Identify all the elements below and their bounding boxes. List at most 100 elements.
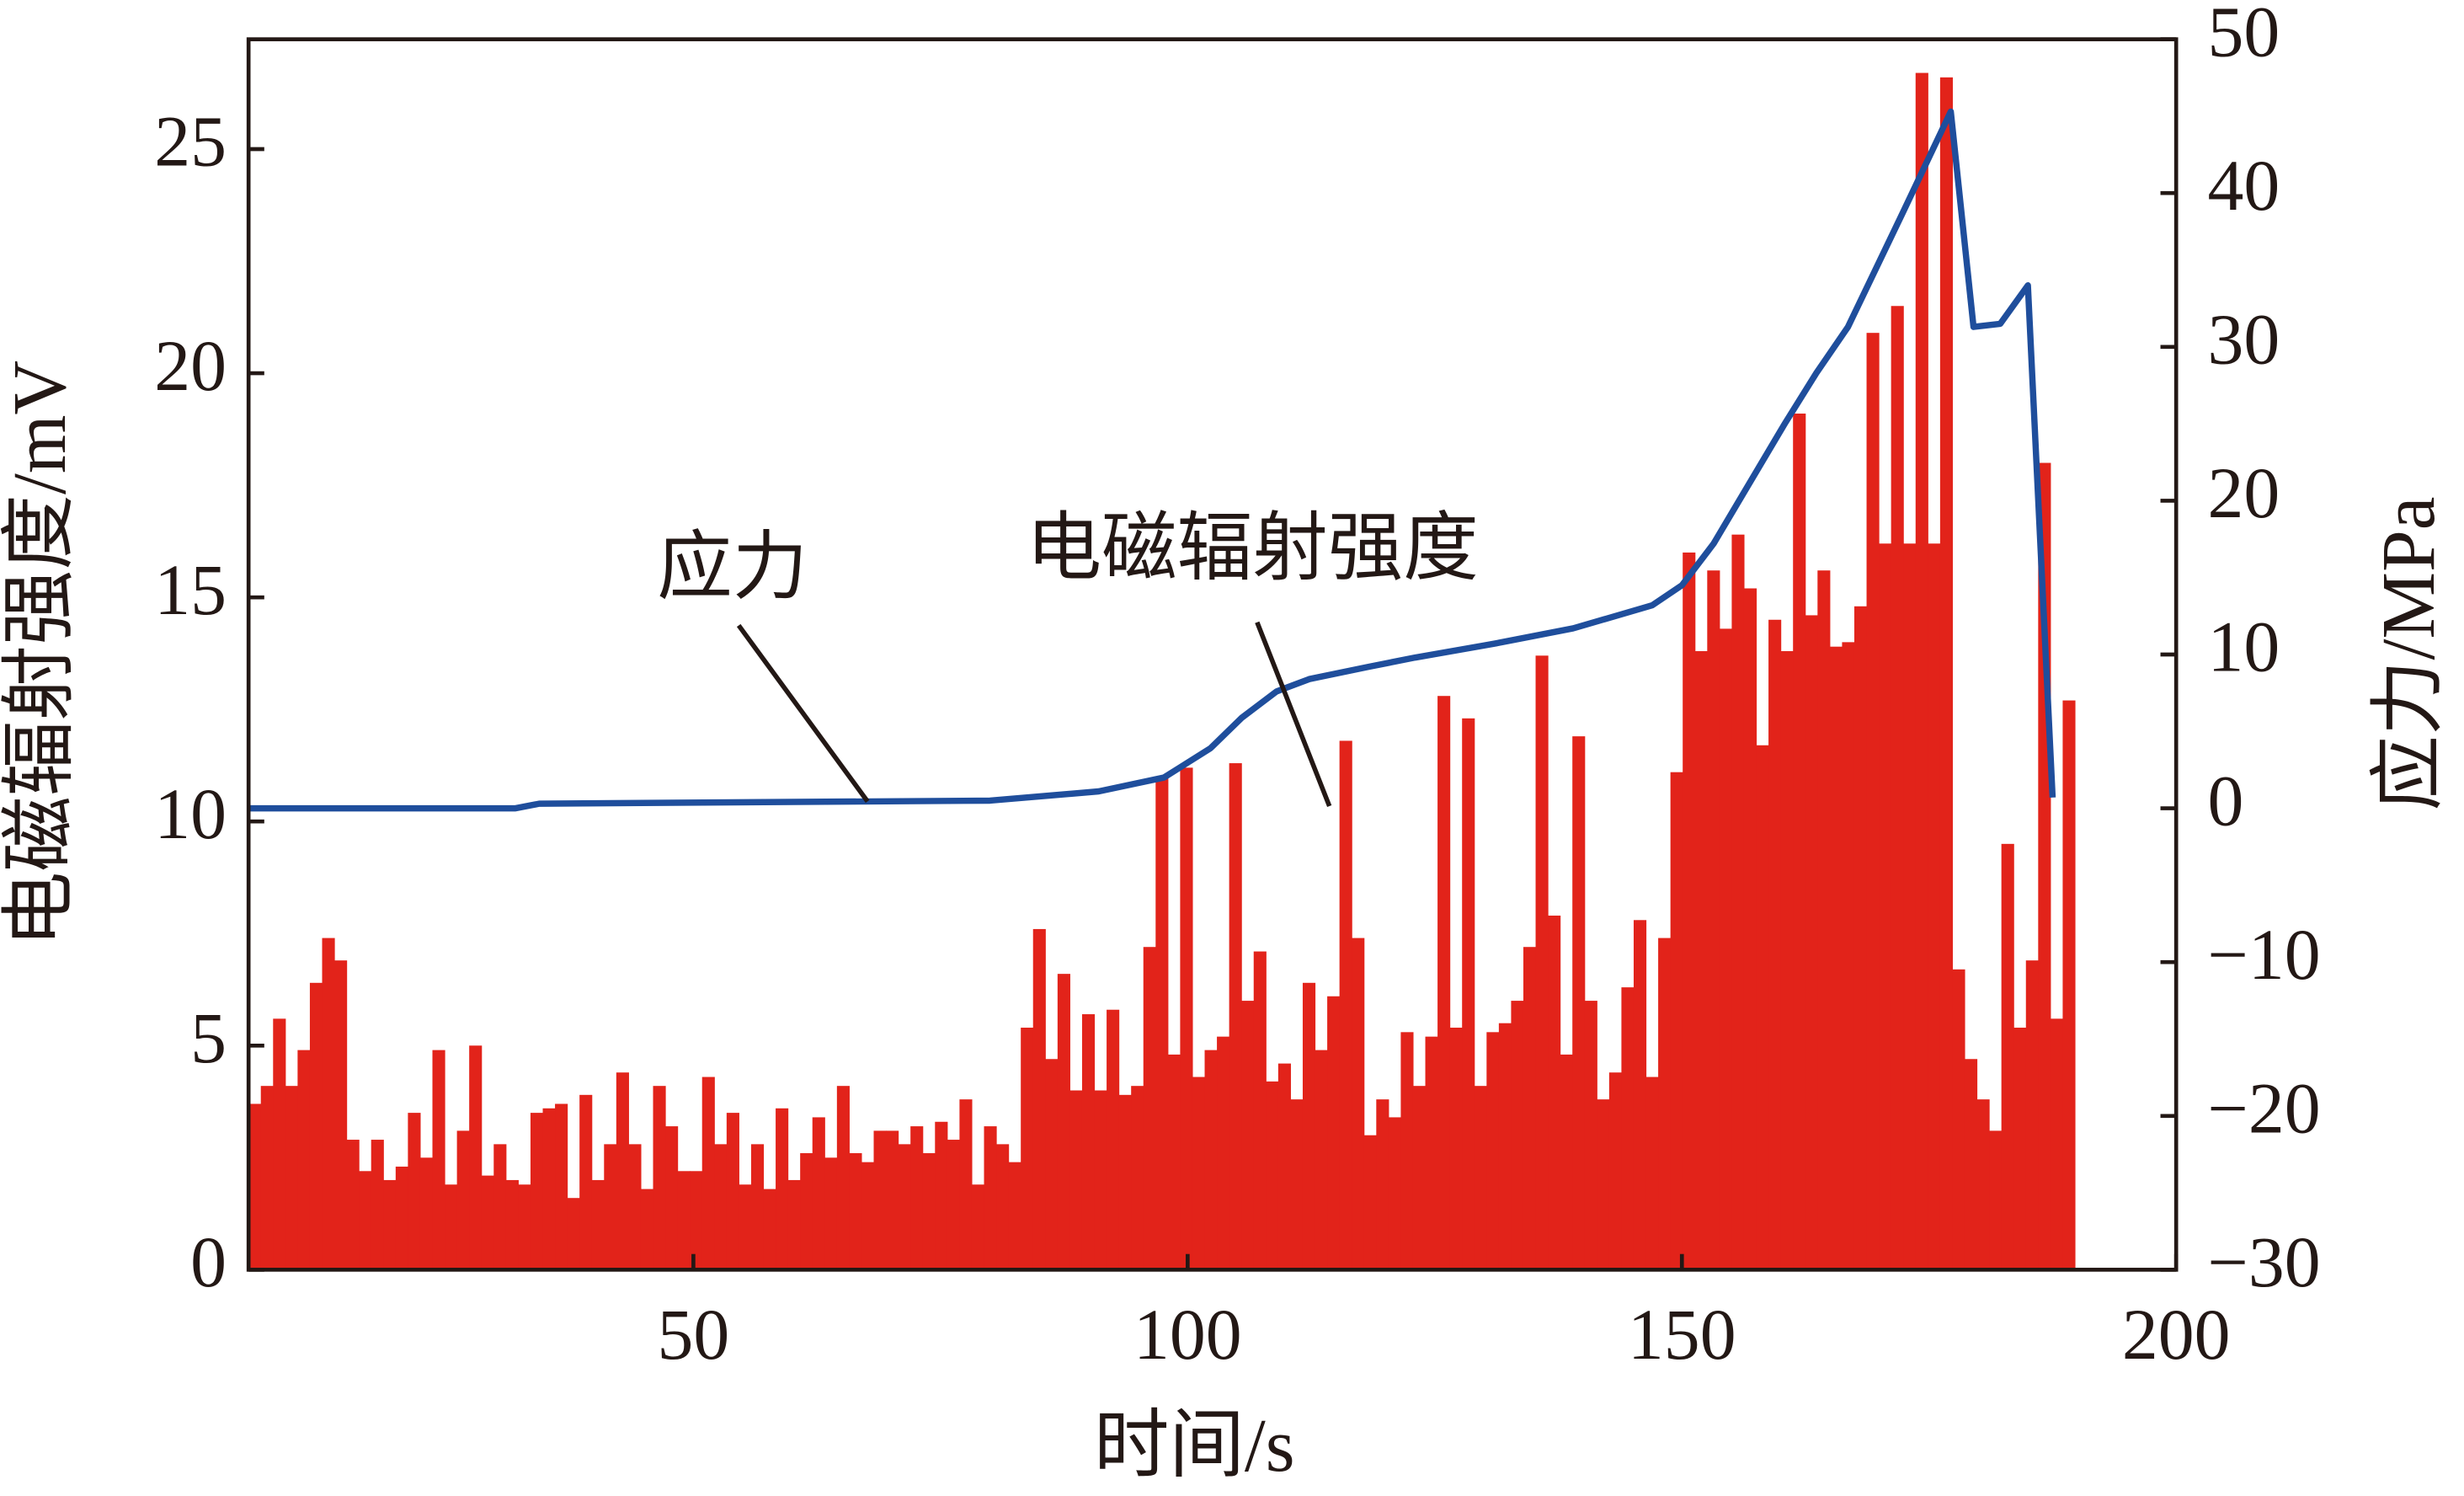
- bar: [1584, 1001, 1597, 1270]
- bar: [1805, 615, 1818, 1270]
- bar: [984, 1126, 997, 1270]
- x-axis-label: 时间/s: [1094, 1404, 1295, 1488]
- bar: [1155, 777, 1169, 1270]
- bar: [1412, 1086, 1427, 1270]
- bar: [1327, 996, 1341, 1270]
- bar: [665, 1126, 679, 1270]
- bar: [653, 1086, 666, 1270]
- y-tick-label: 0: [190, 1222, 227, 1302]
- bar: [1768, 619, 1782, 1270]
- bar: [1302, 982, 1316, 1270]
- y2-tick-label: −20: [2208, 1068, 2321, 1148]
- bar: [2001, 843, 2014, 1270]
- y2-axis-label: 应力/MPa: [2367, 497, 2451, 811]
- y2-tick-label: 0: [2208, 761, 2244, 841]
- bar: [1400, 1032, 1414, 1270]
- bar: [530, 1113, 544, 1270]
- bar: [971, 1184, 985, 1270]
- bar: [1180, 767, 1193, 1270]
- bar: [1842, 642, 1855, 1270]
- bar: [1045, 1059, 1059, 1270]
- bar: [518, 1184, 531, 1270]
- bar: [309, 982, 323, 1270]
- annotation: 应力: [657, 526, 808, 609]
- bar: [1008, 1162, 1021, 1270]
- bar: [322, 938, 335, 1270]
- bar: [408, 1113, 421, 1270]
- x-tick-label: 150: [1628, 1295, 1736, 1375]
- y2-tick-label: 40: [2208, 146, 2280, 226]
- bar: [1229, 763, 1242, 1270]
- bar: [776, 1108, 789, 1270]
- bar: [1290, 1099, 1304, 1270]
- bar: [1633, 920, 1647, 1270]
- bar: [1621, 987, 1635, 1270]
- bar: [1964, 1059, 1978, 1270]
- bar: [1645, 1077, 1659, 1270]
- bar: [1879, 543, 1892, 1270]
- bar: [1719, 628, 1732, 1270]
- bar: [1217, 1036, 1230, 1270]
- y-axis-label: 电磁辐射强度/mV: [0, 361, 82, 947]
- bar: [628, 1144, 642, 1270]
- bar: [2062, 700, 2076, 1270]
- y2-tick-label: 10: [2208, 607, 2280, 687]
- bar: [1204, 1050, 1218, 1270]
- bar: [1891, 306, 1904, 1270]
- bar: [1853, 606, 1868, 1270]
- bar: [935, 1121, 948, 1270]
- bar: [1131, 1086, 1144, 1270]
- bar: [1498, 1023, 1512, 1270]
- bar: [1241, 1001, 1255, 1270]
- bar: [1535, 655, 1549, 1270]
- bar: [836, 1086, 850, 1270]
- bar: [996, 1144, 1010, 1270]
- y2-tick-label: 50: [2208, 0, 2280, 72]
- bar: [1731, 534, 1745, 1270]
- bar: [1363, 1135, 1377, 1270]
- bar: [2025, 960, 2039, 1270]
- bar: [1352, 938, 1365, 1270]
- bar: [1449, 1028, 1463, 1270]
- bar: [285, 1086, 298, 1270]
- bar: [604, 1144, 617, 1270]
- bar: [1560, 1054, 1573, 1270]
- bar: [1081, 1014, 1096, 1270]
- bar: [1572, 736, 1586, 1270]
- bar: [555, 1103, 568, 1270]
- bar: [1597, 1099, 1610, 1270]
- bar: [824, 1157, 838, 1270]
- bar: [812, 1117, 825, 1270]
- y-tick-label: 25: [154, 102, 227, 182]
- leader-line: [1255, 621, 1332, 808]
- bar: [1608, 1072, 1622, 1270]
- bar: [1756, 745, 1769, 1270]
- bar: [677, 1171, 691, 1270]
- bar: [1266, 1081, 1279, 1270]
- bar: [2050, 1018, 2063, 1270]
- stress-line: [248, 108, 2056, 812]
- bar: [1683, 552, 1696, 1270]
- bar: [1474, 1086, 1487, 1270]
- bar: [445, 1184, 458, 1270]
- bar: [419, 1157, 434, 1270]
- bar: [701, 1077, 715, 1270]
- bar: [260, 1086, 274, 1270]
- bar: [248, 1103, 262, 1270]
- bar: [1462, 718, 1475, 1270]
- bar: [1118, 1094, 1132, 1270]
- bar: [1707, 570, 1720, 1270]
- bar: [690, 1171, 703, 1270]
- bar: [493, 1144, 507, 1270]
- bar: [616, 1072, 629, 1270]
- bar: [714, 1144, 728, 1270]
- bar: [334, 960, 348, 1270]
- bar: [886, 1130, 899, 1270]
- bar: [1915, 72, 1928, 1270]
- bar: [1143, 947, 1156, 1270]
- annotation: 电磁辐射强度: [1027, 507, 1479, 590]
- bar: [726, 1113, 739, 1270]
- bar: [371, 1140, 384, 1270]
- x-tick-label: 200: [2122, 1295, 2231, 1375]
